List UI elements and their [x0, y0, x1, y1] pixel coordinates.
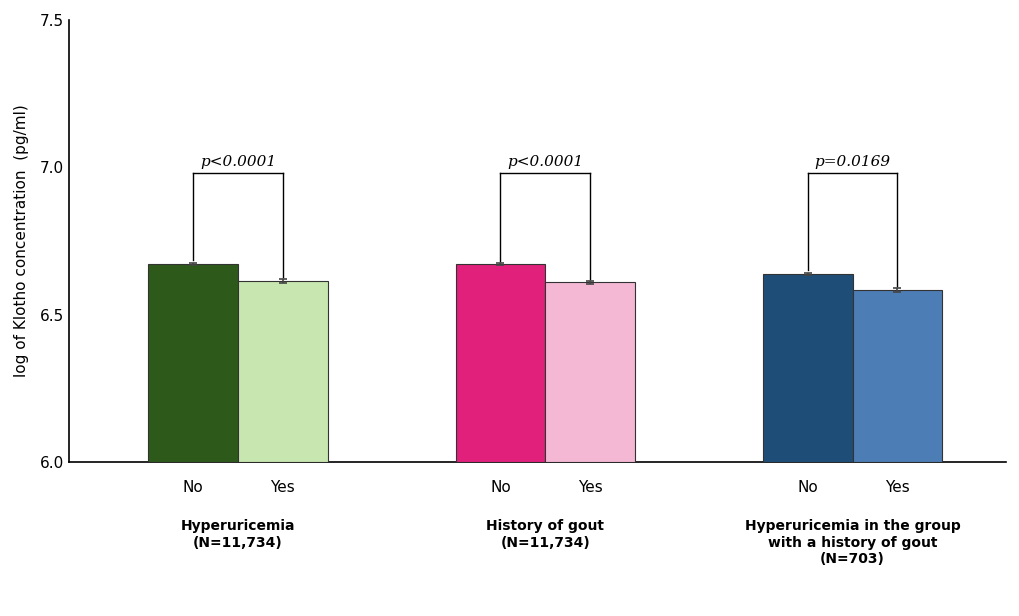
Bar: [852, 290, 942, 462]
Text: Hyperuricemia
(N=11,734): Hyperuricemia (N=11,734): [180, 519, 296, 549]
Bar: [545, 282, 634, 462]
Text: Yes: Yes: [270, 480, 294, 495]
Bar: [762, 274, 852, 462]
Bar: [455, 264, 545, 462]
Text: Hyperuricemia in the group
with a history of gout
(N=703): Hyperuricemia in the group with a histor…: [744, 519, 960, 566]
Text: Yes: Yes: [577, 480, 602, 495]
Text: p<0.0001: p<0.0001: [200, 155, 276, 169]
Text: p<0.0001: p<0.0001: [506, 155, 583, 169]
Text: History of gout
(N=11,734): History of gout (N=11,734): [486, 519, 603, 549]
Text: No: No: [797, 480, 817, 495]
Bar: [149, 264, 237, 462]
Text: p=0.0169: p=0.0169: [813, 155, 890, 169]
Y-axis label: log of Klotho concentration  (pg/ml): log of Klotho concentration (pg/ml): [14, 105, 29, 378]
Bar: [237, 281, 327, 462]
Text: No: No: [182, 480, 204, 495]
Text: Yes: Yes: [884, 480, 909, 495]
Text: No: No: [490, 480, 511, 495]
